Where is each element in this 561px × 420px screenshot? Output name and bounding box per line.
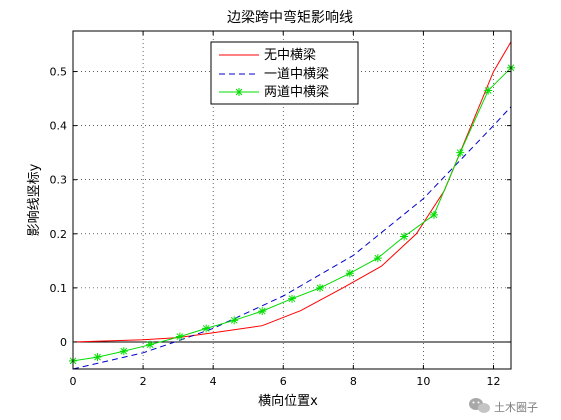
x-tick-label: 10 <box>416 375 430 388</box>
series-line-1 <box>72 41 512 343</box>
x-tick-label: 6 <box>280 375 287 388</box>
y-tick-label: 0.1 <box>50 282 68 295</box>
data-point-series-3 <box>146 340 155 349</box>
x-axis-label: 横向位置x <box>258 393 318 409</box>
y-tick-label: 0.2 <box>50 228 68 241</box>
data-point-series-3 <box>288 294 296 303</box>
plot-frame <box>72 30 512 370</box>
data-point-series-3 <box>230 316 239 325</box>
data-point-series-3 <box>119 347 128 356</box>
y-tick-label: 0.5 <box>50 66 68 79</box>
series-lines <box>69 41 515 370</box>
data-point-series-3 <box>345 269 354 278</box>
watermark: 土木圈子 <box>469 398 538 414</box>
data-point-series-3 <box>175 332 184 341</box>
watermark-text: 土木圈子 <box>494 401 538 414</box>
y-tick-label: 0.3 <box>50 174 68 187</box>
data-point-series-3 <box>400 232 409 241</box>
data-point-series-3 <box>258 307 267 316</box>
y-tick-label: 0 <box>60 336 67 349</box>
x-tick-label: 12 <box>486 375 500 388</box>
legend-label-series-2: 一道中横梁 <box>264 67 329 82</box>
chart-title: 边梁跨中弯矩影响线 <box>227 9 353 26</box>
x-tick-label: 4 <box>210 375 217 388</box>
data-point-series-3 <box>484 86 493 95</box>
x-tick-label: 2 <box>140 375 147 388</box>
x-tick-label: 0 <box>70 375 77 388</box>
data-point-series-3 <box>429 210 438 219</box>
legend: 无中横梁 一道中横梁 两道中横梁 <box>210 41 359 105</box>
series-line-2 <box>72 106 512 370</box>
y-axis-label: 影响线竖标y <box>26 163 42 236</box>
legend-label-series-3: 两道中横梁 <box>264 85 329 100</box>
legend-marker-series-3 <box>235 88 243 96</box>
axis-ticks: 0 2 4 6 8 10 12 0 0.1 0.2 0.3 0.4 0.5 <box>50 31 511 388</box>
wechat-icon <box>469 398 490 413</box>
data-point-series-3 <box>93 353 102 362</box>
x-tick-label: 8 <box>350 375 357 388</box>
y-tick-label: 0.4 <box>50 120 68 133</box>
legend-box <box>210 41 359 105</box>
data-point-series-3 <box>373 254 382 263</box>
data-point-series-3 <box>456 148 465 157</box>
legend-label-series-1: 无中横梁 <box>264 48 316 63</box>
data-point-series-3 <box>202 324 211 333</box>
data-point-series-3 <box>316 283 325 292</box>
